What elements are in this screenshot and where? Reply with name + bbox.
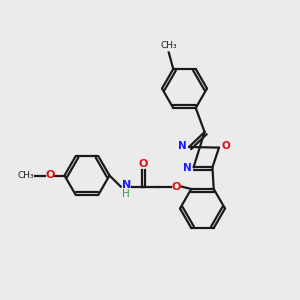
Text: N: N: [178, 141, 187, 151]
Text: O: O: [139, 158, 148, 169]
Text: CH₃: CH₃: [18, 171, 34, 180]
Text: N: N: [182, 163, 191, 173]
Text: CH₃: CH₃: [160, 41, 177, 50]
Text: O: O: [45, 170, 55, 181]
Text: O: O: [221, 141, 230, 152]
Text: N: N: [122, 180, 131, 190]
Text: O: O: [172, 182, 181, 192]
Text: H: H: [122, 189, 130, 199]
